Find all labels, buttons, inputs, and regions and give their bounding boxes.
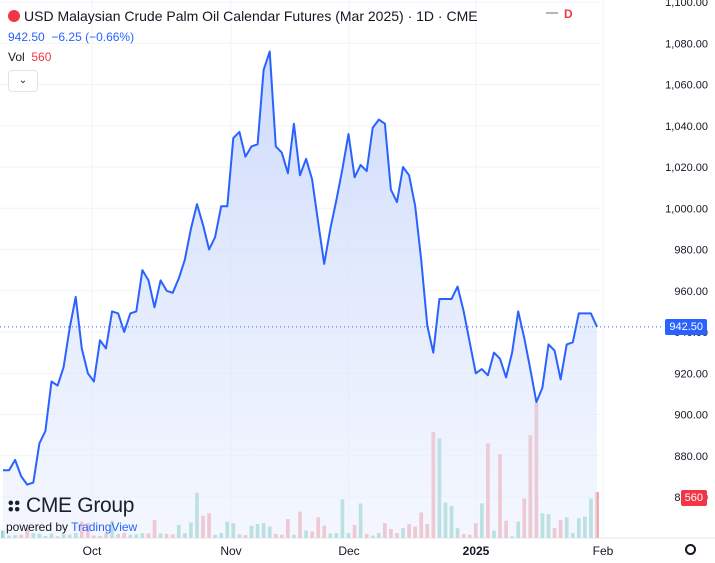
x-tick-label: 2025: [463, 544, 490, 558]
tradingview-link[interactable]: TradingView: [71, 520, 138, 534]
exchange-logo-icon: [8, 10, 20, 22]
y-tick-label: 1,040.00: [665, 121, 708, 133]
gear-icon[interactable]: [685, 544, 696, 555]
y-tick-label: 1,080.00: [665, 38, 708, 50]
y-tick-label: 980.00: [674, 245, 708, 257]
y-tick-label: 880.00: [674, 451, 708, 463]
price-area-fill: [3, 51, 597, 538]
volume-value: 560: [31, 50, 52, 64]
brand-name: CME Group: [6, 494, 137, 518]
volume-label: Vol: [8, 50, 25, 64]
x-tick-label: Oct: [83, 544, 102, 558]
price-change: −6.25 (−0.66%): [51, 30, 135, 44]
y-tick-label: 1,020.00: [665, 162, 708, 174]
last-volume-tag: 560: [680, 489, 707, 506]
volume-readout: Vol 560: [8, 50, 51, 64]
price-readout: 942.50 −6.25 (−0.66%): [8, 30, 134, 44]
y-tick-label: 1,100.00: [665, 0, 708, 9]
cme-dots-icon: [6, 498, 22, 514]
x-tick-label: Nov: [220, 544, 241, 558]
chart-title-text: USD Malaysian Crude Palm Oil Calendar Fu…: [24, 8, 478, 24]
collapse-legend-button[interactable]: ⌄: [8, 70, 38, 92]
brand-watermark: CME Group powered by TradingView: [6, 494, 137, 534]
y-tick-label: 920.00: [674, 368, 708, 380]
delay-marker: D: [564, 7, 573, 21]
powered-by: powered by TradingView: [6, 520, 138, 534]
chevron-down-icon: ⌄: [18, 75, 28, 86]
y-tick-label: 900.00: [674, 410, 708, 422]
x-tick-label: Feb: [593, 544, 614, 558]
y-tick-label: 1,060.00: [665, 80, 708, 92]
y-tick-label: 1,000.00: [665, 203, 708, 215]
chart-title: USD Malaysian Crude Palm Oil Calendar Fu…: [8, 8, 478, 24]
dash-icon: [546, 12, 558, 14]
x-tick-label: Dec: [338, 544, 359, 558]
price-line: [3, 50, 598, 486]
last-price-tag: 942.50: [665, 318, 707, 335]
last-price: 942.50: [8, 30, 45, 44]
y-tick-label: 960.00: [674, 286, 708, 298]
